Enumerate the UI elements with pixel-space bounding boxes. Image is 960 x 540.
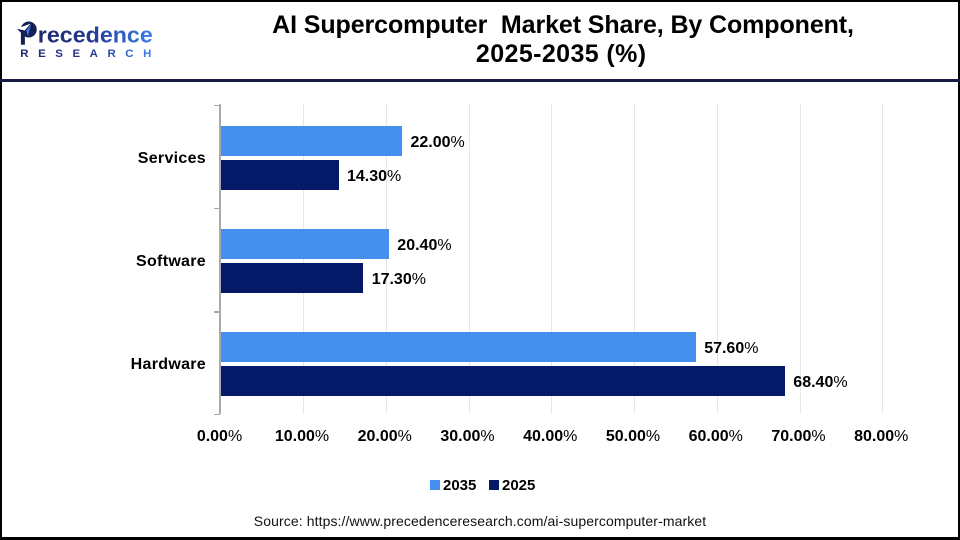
svg-text:RESEARCH: RESEARCH <box>20 48 151 60</box>
svg-text:recedence: recedence <box>38 23 153 48</box>
